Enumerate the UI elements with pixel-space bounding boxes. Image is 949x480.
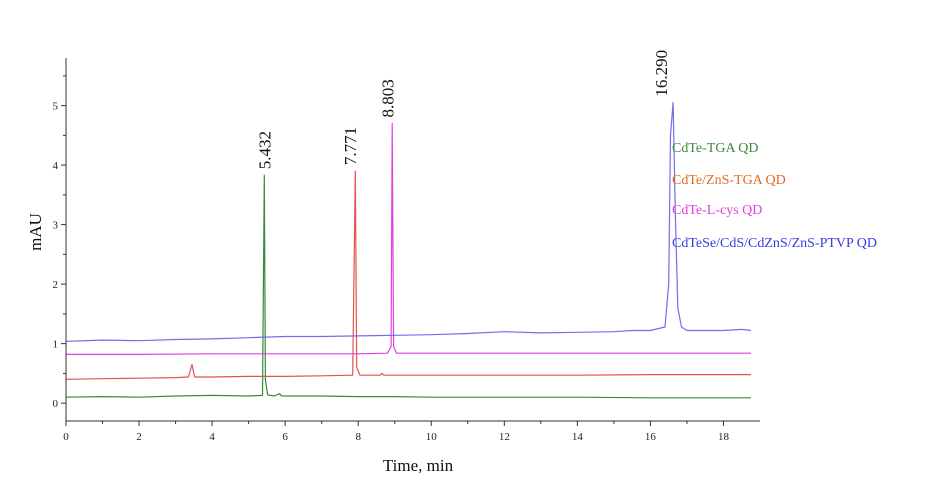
x-tick-label: 2	[136, 431, 142, 443]
x-tick-label: 18	[718, 431, 730, 443]
peak-label-2: 7.771	[341, 127, 360, 165]
x-tick-label: 0	[63, 431, 69, 443]
series-trace-1	[65, 174, 751, 399]
y-tick-label: 5	[53, 101, 59, 113]
y-axis-title: mAU	[26, 213, 45, 251]
peak-label-4: 16.290	[652, 50, 671, 97]
series-trace-3	[66, 122, 751, 355]
legend-item-3: CdTe-L-cys QD	[672, 203, 762, 218]
x-tick-label: 8	[355, 431, 361, 443]
y-tick-label: 1	[53, 339, 59, 351]
y-tick-label: 4	[53, 160, 59, 172]
peak-label-3: 8.803	[379, 79, 398, 117]
x-tick-label: 14	[572, 431, 584, 443]
legend-item-2: CdTe/ZnS-TGA QD	[672, 173, 786, 188]
x-tick-label: 12	[499, 431, 510, 443]
y-tick-label: 0	[53, 398, 59, 410]
series-trace-2	[65, 170, 751, 380]
x-tick-label: 10	[426, 431, 438, 443]
x-tick-label: 16	[645, 431, 657, 443]
x-tick-label: 4	[209, 431, 215, 443]
y-tick-label: 3	[53, 220, 59, 232]
plot-area: 5.432 7.771 8.803 16.290	[65, 50, 751, 399]
legend-item-4: CdTeSe/CdS/CdZnS/ZnS-PTVP QD	[672, 236, 877, 251]
peak-label-1: 5.432	[255, 131, 274, 169]
y-tick-label: 2	[53, 279, 59, 291]
x-tick-label: 6	[282, 431, 288, 443]
x-axis-title: Time, min	[383, 456, 454, 475]
series-trace-4	[65, 101, 751, 342]
legend: CdTe-TGA QD CdTe/ZnS-TGA QD CdTe-L-cys Q…	[672, 141, 877, 251]
legend-item-1: CdTe-TGA QD	[672, 141, 759, 156]
